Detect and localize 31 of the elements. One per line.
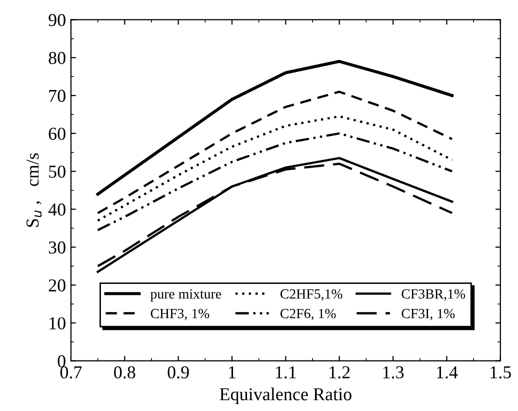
y-tick-label: 90 [48, 14, 66, 26]
y-tick-label: 0 [58, 355, 66, 368]
legend-label: CF3BR,1% [402, 289, 466, 301]
y-tick-label: 40 [48, 204, 66, 216]
y-tick-label: 70 [49, 90, 66, 102]
line-series [96, 132, 454, 232]
line-series [96, 60, 454, 196]
y-tick-label: 50 [49, 166, 66, 178]
line-series [96, 90, 454, 214]
legend-label: C2HF5,1% [280, 289, 342, 301]
x-tick-label: 1.2 [330, 366, 350, 379]
y-tick-label: 10 [50, 317, 66, 330]
y-tick-label: 20 [48, 279, 66, 292]
x-axis-title: Equivalence Ratio [220, 388, 352, 404]
y-tick-label: 60 [48, 128, 66, 140]
x-tick-label: 1 [229, 366, 236, 378]
x-tick-label: 0.8 [114, 366, 136, 379]
legend-label: CHF3, 1% [150, 308, 210, 320]
x-tick-label: 1.4 [437, 366, 458, 379]
x-tick-label: 1.5 [490, 366, 511, 379]
legend-label: pure mixture [150, 289, 222, 302]
y-axis-title: S$_{u}$ , cm/s [26, 153, 42, 227]
x-tick-label: 1.3 [383, 366, 404, 379]
line-series [96, 115, 454, 222]
legend-label: CF3I, 1% [402, 308, 455, 320]
y-tick-label: 80 [48, 52, 66, 64]
x-tick-label: 0.9 [168, 366, 189, 379]
y-tick-label: 30 [48, 241, 66, 254]
x-tick-label: 0.7 [60, 366, 82, 379]
x-tick-label: 1.1 [276, 366, 296, 379]
legend-label: C2F6, 1% [280, 308, 336, 320]
